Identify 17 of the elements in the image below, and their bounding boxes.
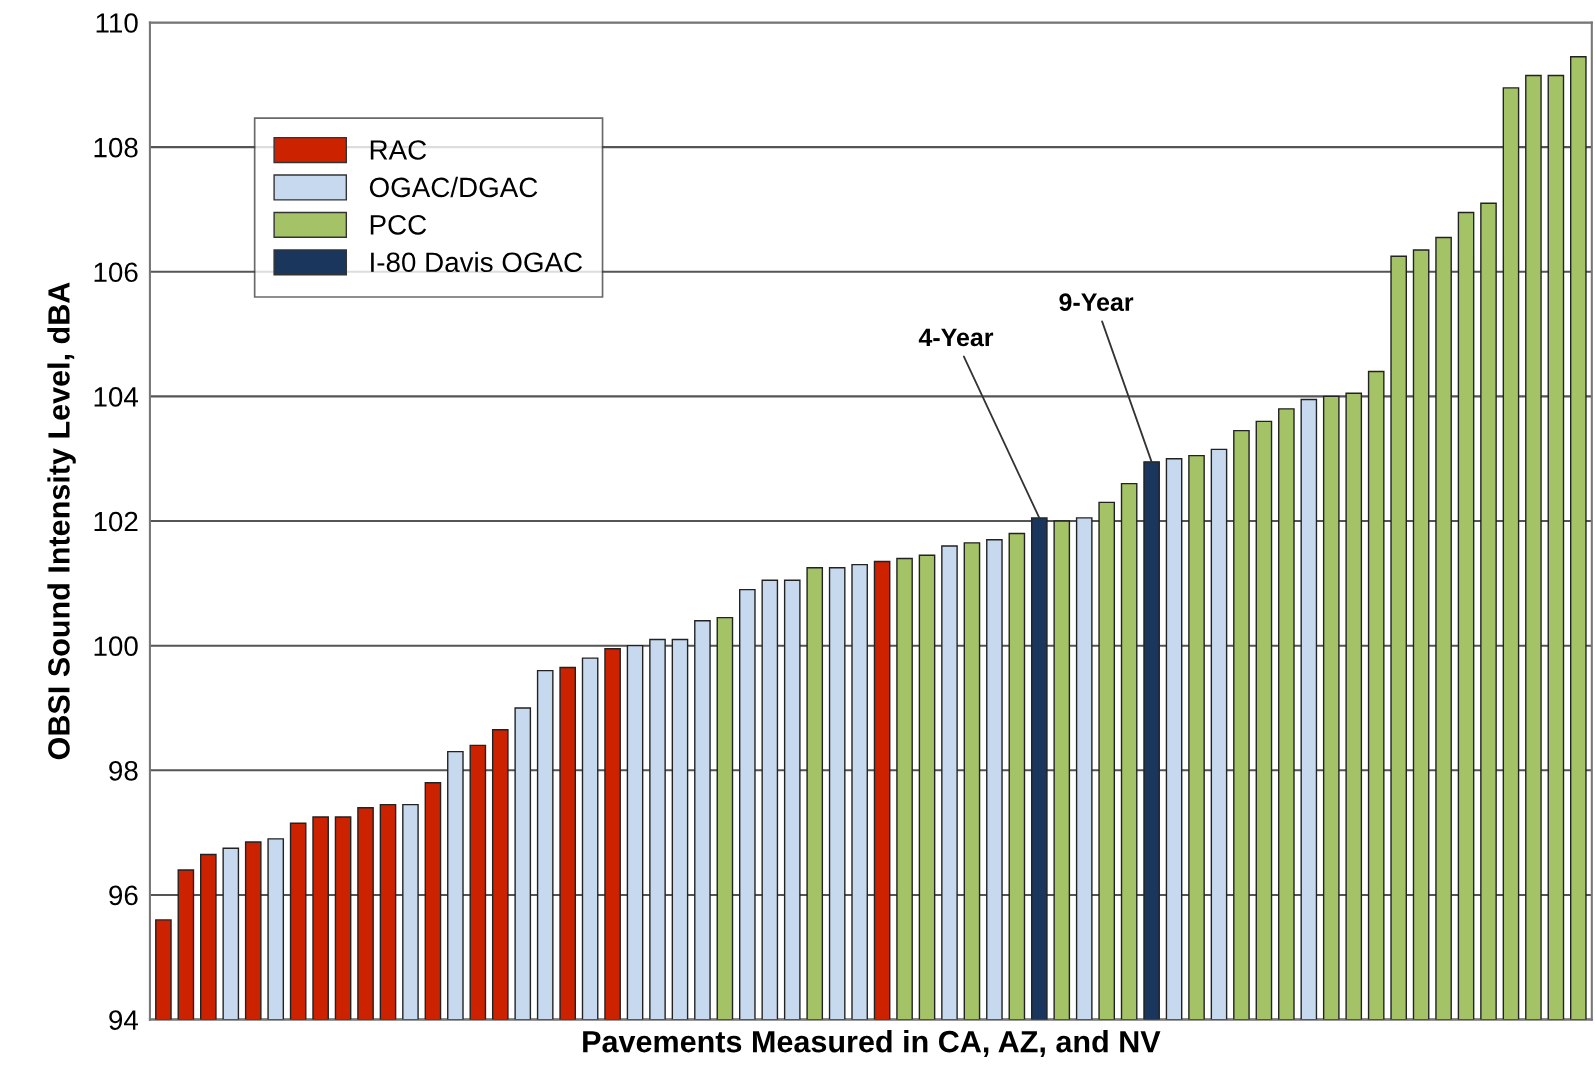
y-tick-label: 102 bbox=[94, 511, 138, 532]
annotation: 4-Year bbox=[918, 328, 994, 347]
y-tick-label: 110 bbox=[96, 13, 138, 33]
y-tick-label: 98 bbox=[109, 760, 138, 781]
legend-label: OGAC/DGAC bbox=[369, 176, 538, 198]
y-tick-label: 106 bbox=[94, 262, 138, 283]
y-tick-label: 94 bbox=[109, 1010, 139, 1030]
annotation: 9-Year bbox=[1059, 293, 1134, 312]
y-axis-title: OBSI Sound Intensity Level, dBA bbox=[47, 282, 76, 760]
y-tick-label: 96 bbox=[109, 885, 138, 906]
legend-label: RAC bbox=[370, 140, 427, 160]
y-tick-label: 104 bbox=[94, 387, 139, 407]
y-tick-label: 108 bbox=[94, 137, 138, 158]
legend-label: I-80 Davis OGAC bbox=[371, 251, 583, 273]
x-axis-title: Pavements Measured in CA, AZ, and NV bbox=[583, 1030, 1161, 1057]
y-tick-label: 100 bbox=[94, 636, 138, 657]
legend-label: PCC bbox=[370, 215, 427, 235]
